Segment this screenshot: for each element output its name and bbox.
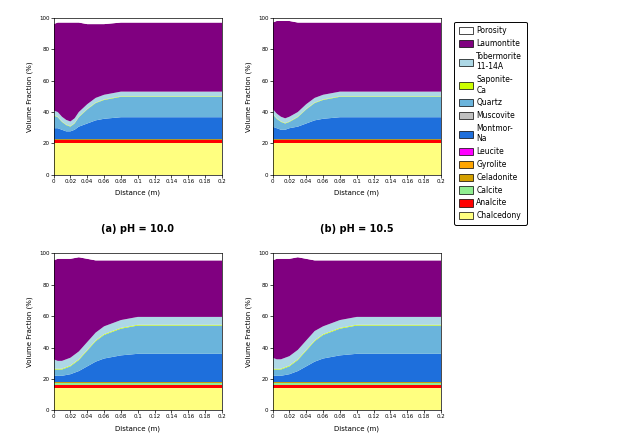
X-axis label: Distance (m): Distance (m): [115, 425, 160, 432]
X-axis label: Distance (m): Distance (m): [335, 425, 379, 432]
Title: (a) pH = 10.0: (a) pH = 10.0: [101, 224, 175, 234]
Title: (b) pH = 10.5: (b) pH = 10.5: [320, 224, 394, 234]
X-axis label: Distance (m): Distance (m): [335, 190, 379, 196]
Y-axis label: Volume Fraction (%): Volume Fraction (%): [27, 297, 33, 367]
Y-axis label: Volume Fraction (%): Volume Fraction (%): [246, 297, 253, 367]
Y-axis label: Volume Fraction (%): Volume Fraction (%): [27, 61, 33, 132]
X-axis label: Distance (m): Distance (m): [115, 190, 160, 196]
Legend: Porosity, Laumontite, Tobermorite
11-14A, Saponite-
Ca, Quartz, Muscovite, Montm: Porosity, Laumontite, Tobermorite 11-14A…: [454, 22, 527, 225]
Y-axis label: Volume Fraction (%): Volume Fraction (%): [246, 61, 253, 132]
